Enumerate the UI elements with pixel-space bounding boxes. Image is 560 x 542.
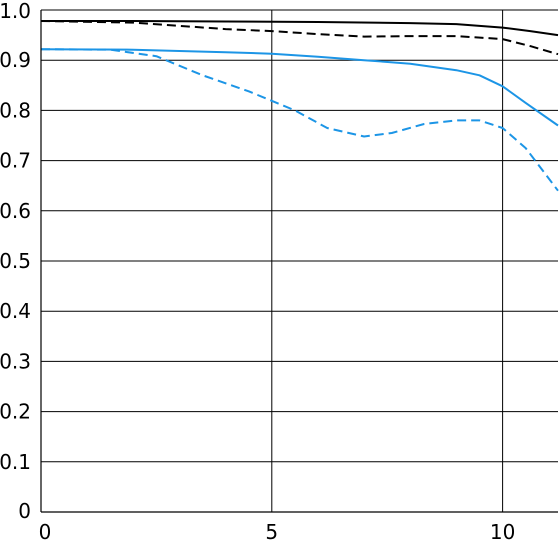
series-line-3 <box>40 48 559 192</box>
y-tick-label-4: 0.4 <box>0 299 31 323</box>
tick-labels: 0 0.1 0.2 0.3 0.4 0.5 0.6 0.7 0.8 0.9 1.0 0 5 10 <box>0 0 515 542</box>
y-tick-label-8: 0.8 <box>0 98 31 122</box>
series-line-0 <box>41 20 559 37</box>
x-tick-label-1: 5 <box>265 520 278 542</box>
y-tick-label-2: 0.2 <box>0 400 31 424</box>
y-tick-label-5: 0.5 <box>0 249 31 273</box>
y-tick-label-9: 0.9 <box>0 48 31 72</box>
series-line-2 <box>40 48 559 127</box>
y-tick-label-0: 0 <box>18 499 31 523</box>
y-tick-label-3: 0.3 <box>0 349 31 373</box>
series-line-1 <box>40 20 559 56</box>
y-tick-label-7: 0.7 <box>0 149 31 173</box>
axes <box>40 10 558 513</box>
x-tick-label-0: 0 <box>39 520 52 542</box>
y-tick-label-6: 0.6 <box>0 199 31 223</box>
x-tick-label-2: 10 <box>490 520 515 542</box>
series-lines <box>40 20 559 192</box>
y-tick-label-1: 0.1 <box>0 450 31 474</box>
y-tick-label-10: 1.0 <box>0 0 31 23</box>
